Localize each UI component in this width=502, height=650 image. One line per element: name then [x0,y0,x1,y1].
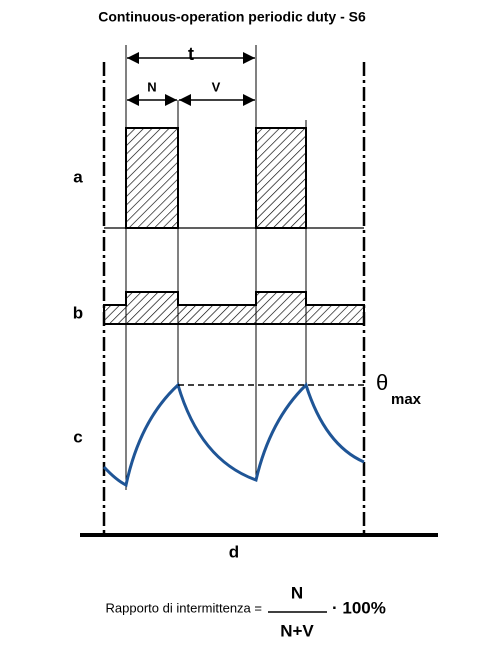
temperature-curve [102,382,365,488]
theta-subscript: max [391,391,422,408]
boundary-lines [102,62,366,535]
label-v: V [212,79,221,94]
formula-text: Rapporto di intermittenza = [106,600,262,615]
formula-factor: · 100% [332,598,386,617]
label-d: d [229,542,239,561]
label-n: N [147,79,156,94]
label-a: a [73,167,83,186]
label-t: t [188,44,194,64]
formula-numerator: N [291,583,303,602]
label-b: b [73,303,83,322]
losses-band [103,291,365,325]
guide-lines [125,45,307,490]
title: Continuous-operation periodic duty - S6 [98,9,366,25]
formula-denominator: N+V [280,621,314,640]
label-c: c [73,427,82,446]
load-blocks [125,127,307,229]
theta: θ [376,370,388,395]
